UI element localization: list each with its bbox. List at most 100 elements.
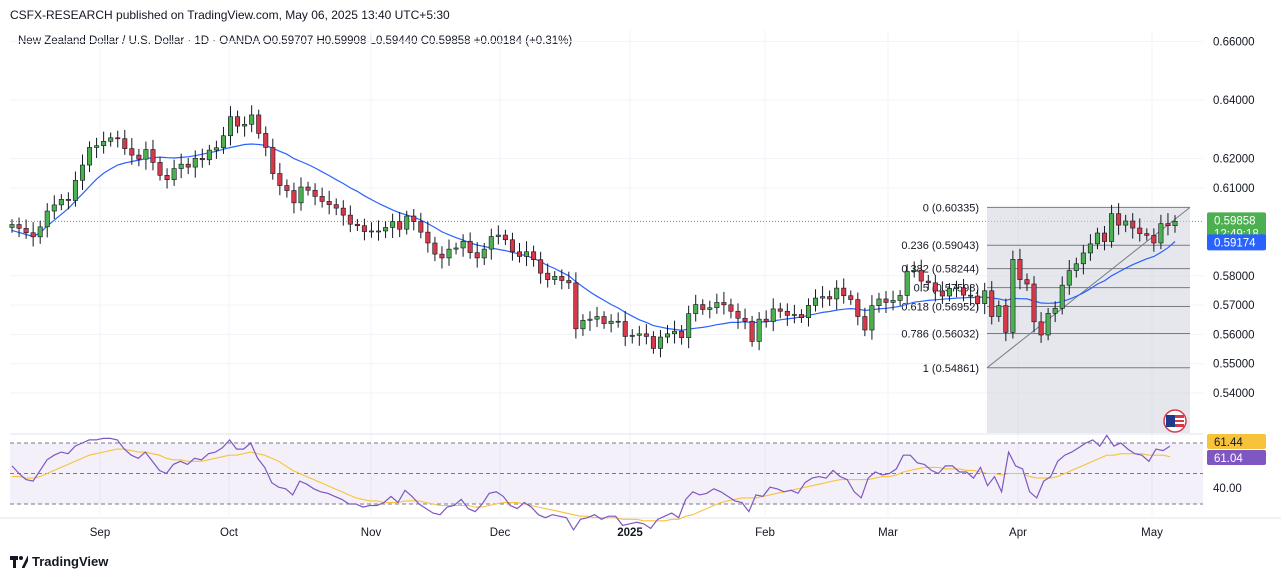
candle-body <box>460 240 466 249</box>
candle-body <box>51 204 57 212</box>
rsi-pane <box>10 433 1203 532</box>
candle-body <box>368 230 374 233</box>
candle-body <box>897 295 903 301</box>
candle-body <box>531 251 537 260</box>
rsi-tick-label: 40.00 <box>1213 483 1242 495</box>
candle-body <box>904 271 910 296</box>
candle-body <box>37 226 43 238</box>
candle-body <box>728 304 734 312</box>
candle-body <box>1130 220 1136 229</box>
candle-body <box>587 318 593 321</box>
candle-body <box>453 247 459 250</box>
candle-body <box>291 190 297 204</box>
candle-body <box>665 333 671 338</box>
candle-body <box>742 317 748 322</box>
candle-body <box>432 242 438 255</box>
candle-body <box>340 207 346 216</box>
fib-level-label: 0.382 (0.58244) <box>901 264 979 276</box>
candle-body <box>502 234 508 241</box>
candle-body <box>516 251 522 257</box>
candle-body <box>629 334 635 337</box>
candle-body <box>1158 223 1164 244</box>
candle-body <box>798 314 804 318</box>
candle-body <box>721 302 727 306</box>
candle-body <box>467 240 473 253</box>
candle-body <box>594 316 600 320</box>
candle-body <box>763 318 769 322</box>
candle-body <box>1137 227 1143 234</box>
time-tick-label: May <box>1141 527 1163 539</box>
candle-body <box>87 147 93 166</box>
price-axis: 0.66000 0.64000 0.62000 0.61000 0.58000 0.570… <box>1213 36 1255 495</box>
candle-body <box>918 269 924 282</box>
tradingview-brand-label: TradingView <box>32 554 109 569</box>
rsi-value-badge-text: 61.04 <box>1214 453 1243 465</box>
candle-body <box>636 333 642 336</box>
candle-body <box>1031 283 1037 323</box>
candle-body <box>404 215 410 230</box>
candle-body <box>1045 313 1051 336</box>
candle-body <box>150 149 156 163</box>
candle-body <box>601 316 607 324</box>
candle-body <box>213 147 219 151</box>
candle-body <box>23 228 29 234</box>
candle-body <box>679 330 685 338</box>
candle-body <box>989 290 995 317</box>
candle-body <box>996 305 1002 317</box>
candle-body <box>1102 232 1108 242</box>
candle-body <box>1003 305 1009 333</box>
candle-body <box>693 304 699 314</box>
candle-body <box>672 330 678 335</box>
candle-body <box>1172 221 1178 226</box>
candle-body <box>1144 233 1150 236</box>
candle-body <box>700 304 706 310</box>
candle-body <box>615 320 621 323</box>
candle-body <box>911 269 917 272</box>
candle-body <box>509 239 515 253</box>
candle-body <box>982 290 988 304</box>
candle-body <box>1024 279 1030 285</box>
last-price-badge-text: 0.59858 <box>1214 215 1256 227</box>
candle-body <box>1165 223 1171 226</box>
candle-body <box>1087 243 1093 254</box>
candle-body <box>347 214 353 225</box>
tradingview-brand[interactable]: TradingView <box>10 554 108 569</box>
tradingview-logo-icon <box>10 555 28 568</box>
ma-value-badge-bg <box>1207 234 1266 251</box>
candle-body <box>79 164 85 181</box>
candle-body <box>657 336 663 349</box>
flag-icon[interactable] <box>1163 409 1187 433</box>
candle-body <box>524 251 530 257</box>
time-tick-label: 2025 <box>617 527 643 539</box>
candle-body <box>72 179 78 201</box>
candle-body <box>813 297 819 306</box>
candle-body <box>805 305 811 318</box>
candle-body <box>869 305 875 331</box>
rsi-value-badge-bg <box>1207 450 1266 465</box>
candle-body <box>108 137 114 142</box>
candle-body <box>545 272 551 280</box>
candle-body <box>312 189 318 197</box>
price-tick-label: 0.61000 <box>1213 183 1255 195</box>
candle-body <box>1094 232 1100 245</box>
candle-body <box>44 210 50 228</box>
candle-body <box>220 135 226 149</box>
candle-body <box>390 221 396 228</box>
candle-body <box>686 313 692 338</box>
candle-body <box>495 234 501 237</box>
candle-body <box>256 114 262 134</box>
flag-stripes <box>1175 415 1184 427</box>
candle-body <box>961 287 967 296</box>
candle-body <box>263 133 269 148</box>
candle-body <box>559 276 565 281</box>
candle-body <box>770 308 776 322</box>
candle-body <box>284 185 290 191</box>
candle-body <box>58 199 64 206</box>
candle-body <box>1116 213 1122 226</box>
candle-body <box>439 253 445 259</box>
candle-body <box>1066 270 1072 286</box>
candle-body <box>1059 284 1065 309</box>
candle-body <box>890 300 896 303</box>
